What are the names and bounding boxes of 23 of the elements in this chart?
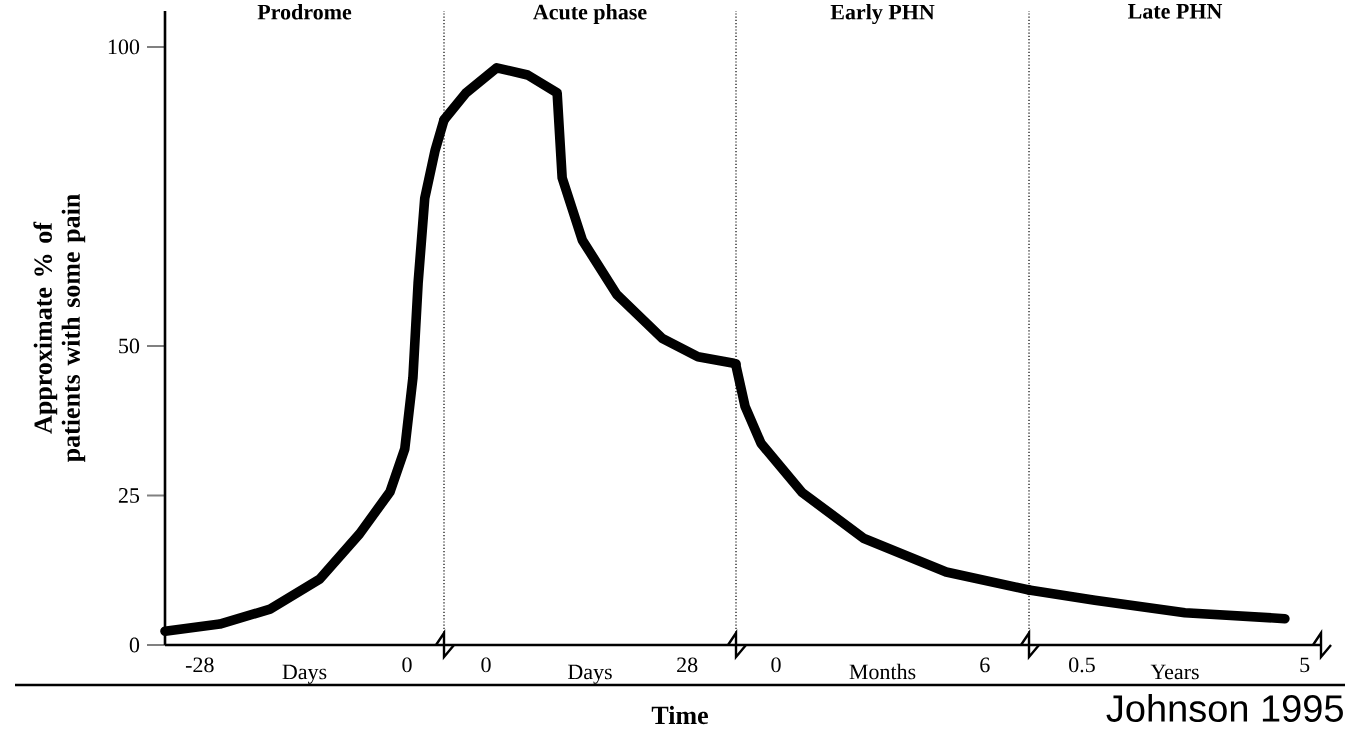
x-tick-label: 0.5 xyxy=(1069,657,1095,673)
x-tick-label: 0 xyxy=(481,657,491,673)
x-axis-title: Days xyxy=(568,664,612,684)
chart-title: Early PHN xyxy=(830,4,935,25)
x-tick-label: 28 xyxy=(677,657,698,673)
x-axis-title: Years xyxy=(1150,664,1199,680)
chart-title: Late PHN xyxy=(1128,4,1223,19)
chart-title: Acute phase xyxy=(533,4,647,24)
x-tick-label: 0 xyxy=(771,657,781,673)
chart-title: Prodrome xyxy=(257,4,352,20)
x-tick-label: 5 xyxy=(1300,657,1310,673)
y-tick-label: 50 xyxy=(119,338,140,354)
x-axis-title: Days xyxy=(282,664,327,684)
y-axis-title: Approximate % of patients with some pain xyxy=(33,194,86,462)
x-axis-title: Months xyxy=(849,663,916,680)
y-tick-label: 25 xyxy=(118,488,140,503)
text: Time xyxy=(651,705,708,725)
x-tick-label: -28 xyxy=(185,657,214,673)
text: Johnson 1995 xyxy=(1106,694,1343,722)
x-tick-label: 0 xyxy=(402,657,412,673)
y-tick-label: 100 xyxy=(108,39,140,55)
x-tick-label: 6 xyxy=(980,657,990,673)
y-tick-label: 0 xyxy=(129,637,140,653)
